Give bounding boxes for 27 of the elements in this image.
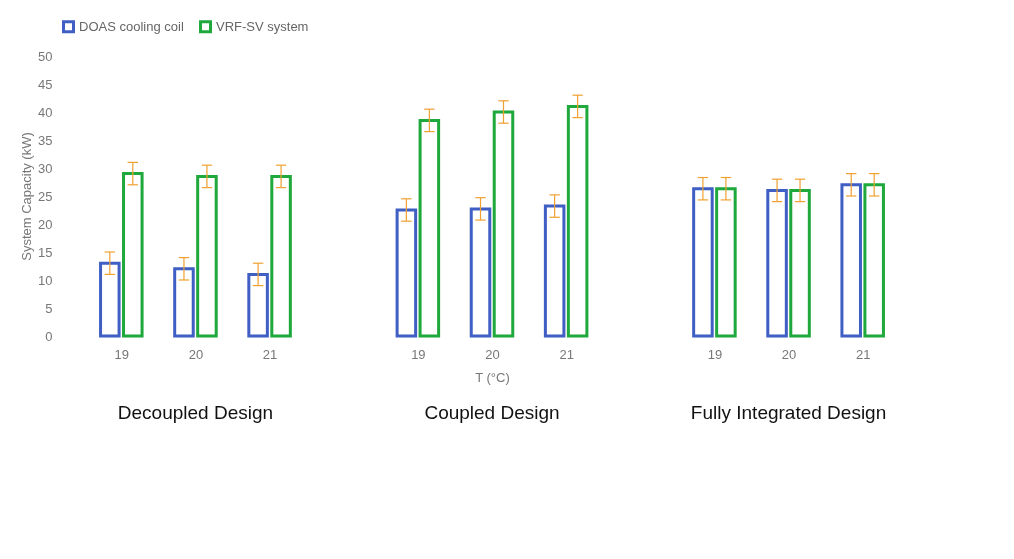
y-tick-label: 25 bbox=[38, 188, 53, 204]
y-tick-label: 10 bbox=[38, 272, 53, 288]
legend-label: VRF-SV system bbox=[216, 18, 309, 34]
x-tick-label: 20 bbox=[485, 346, 500, 362]
legend-label: DOAS cooling coil bbox=[79, 18, 184, 34]
x-tick-label: 21 bbox=[559, 346, 574, 362]
x-tick-label: 19 bbox=[707, 346, 723, 362]
x-tick-label: 21 bbox=[262, 346, 278, 362]
x-tick-label: 19 bbox=[411, 346, 426, 362]
y-tick-label: 35 bbox=[38, 132, 53, 148]
y-tick-label: 45 bbox=[38, 76, 53, 92]
y-tick-label: 0 bbox=[45, 328, 53, 344]
y-tick-label: 50 bbox=[38, 48, 53, 64]
x-axis-title: T (°C) bbox=[475, 369, 510, 385]
y-axis-title: System Capacity (kW) bbox=[19, 132, 35, 261]
y-tick-label: 30 bbox=[38, 160, 53, 176]
x-tick-label: 20 bbox=[781, 346, 797, 362]
text: Fully Integrated Design bbox=[690, 402, 887, 423]
y-tick-label: 5 bbox=[45, 300, 53, 316]
x-tick-label: 20 bbox=[188, 346, 204, 362]
text: Coupled Design bbox=[424, 402, 560, 423]
x-tick-label: 21 bbox=[855, 346, 871, 362]
y-tick-label: 15 bbox=[38, 244, 53, 260]
text: Decoupled Design bbox=[117, 402, 274, 423]
y-tick-label: 20 bbox=[38, 216, 53, 232]
x-tick-label: 19 bbox=[114, 346, 130, 362]
y-tick-label: 40 bbox=[38, 104, 53, 120]
